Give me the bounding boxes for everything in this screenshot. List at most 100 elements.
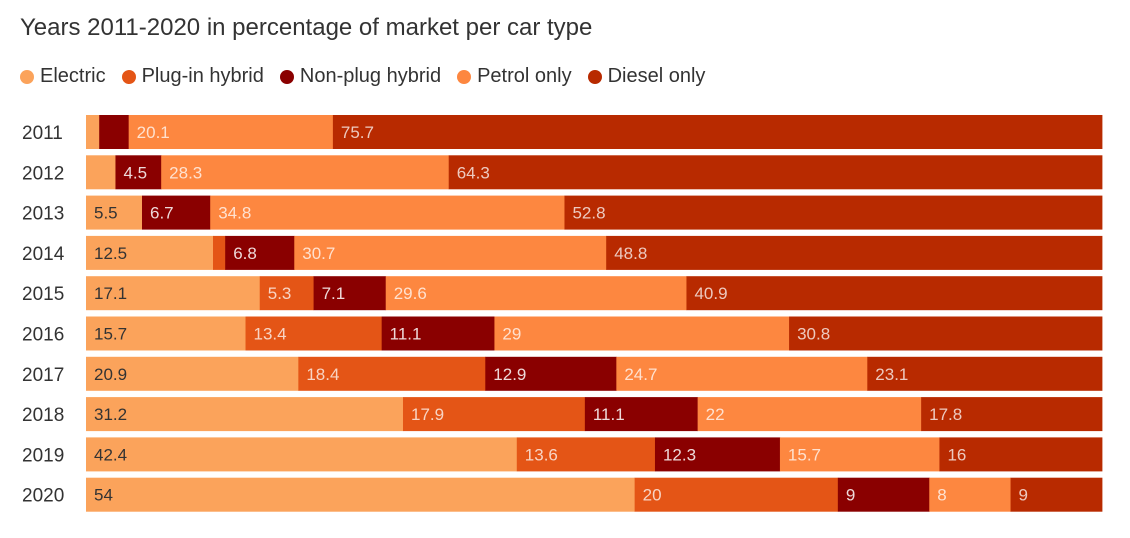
data-label-diesel: 40.9 [694,284,727,303]
data-label-diesel: 9 [1019,486,1028,505]
bar-row-2012: 2012 4.5 28.3 64.3 [22,155,1103,190]
year-label: 2015 [22,284,64,305]
legend-swatch-plugin [121,69,136,84]
data-label-nonplug: 11.1 [593,405,625,424]
bar-row-2018: 2018 31.2 17.9 11.1 22 17.8 [22,397,1103,432]
bar-segment-nonplug [115,155,162,190]
data-label-petrol: 30.7 [302,244,335,263]
legend-label-petrol: Petrol only [477,65,572,87]
data-label-electric: 31.2 [94,405,127,424]
bar-segment-petrol [161,155,450,190]
bar-segment-nonplug [485,356,617,391]
legend: Electric Plug-in hybrid Non-plug hybrid Pet… [20,65,705,88]
data-label-diesel: 75.7 [341,123,374,142]
legend-swatch-diesel [587,69,602,84]
bar-row-2020: 2020 54 20 9 8 9 [22,477,1103,512]
bar-row-2014: 2014 12.5 6.8 30.7 48.8 [22,235,1103,270]
bar-segment-plugin [213,235,226,270]
legend-item-petrol: Petrol only [457,65,572,88]
data-label-petrol: 34.8 [218,204,251,223]
bar-segment-nonplug [654,437,781,472]
data-label-petrol: 22 [706,405,725,424]
bar-segment-electric [86,195,143,230]
data-label-nonplug: 12.3 [663,445,696,464]
bar-row-2019: 2019 42.4 13.6 12.3 15.7 16 [22,437,1103,472]
data-label-electric: 5.5 [94,204,118,223]
data-label-diesel: 16 [947,445,966,464]
bar-segment-diesel [921,397,1103,432]
bar-segment-electric [86,397,404,432]
data-label-electric: 42.4 [94,445,127,464]
year-label: 2020 [22,486,64,507]
bar-segment-petrol [210,195,565,230]
data-label-petrol: 28.3 [169,163,202,182]
data-label-plugin: 18.4 [306,365,339,384]
data-label-nonplug: 4.5 [123,163,147,182]
bar-segment-electric [86,115,100,149]
data-label-nonplug: 11.1 [390,325,422,344]
bar-row-2017: 2017 20.9 18.4 12.9 24.7 23.1 [22,356,1103,391]
bar-segment-diesel [606,235,1103,270]
year-label: 2017 [22,365,64,386]
bar-segment-petrol [697,397,922,432]
data-label-electric: 54 [94,486,113,505]
bar-segment-nonplug [584,397,699,432]
bar-segment-plugin [245,316,383,351]
bar-row-2013: 2013 5.5 6.7 34.8 52.8 [22,195,1103,230]
bar-row-2016: 2016 15.7 13.4 11.1 29 30.8 [22,316,1103,351]
data-label-petrol: 8 [937,486,946,505]
data-label-diesel: 23.1 [875,365,908,384]
data-label-plugin: 13.4 [254,325,287,344]
data-label-electric: 15.7 [94,325,127,344]
bar-segment-electric [86,276,261,311]
year-label: 2016 [22,325,64,346]
data-label-petrol: 15.7 [788,445,821,464]
data-label-diesel: 48.8 [614,244,647,263]
data-label-electric: 17.1 [94,284,127,303]
bar-segment-diesel [686,276,1103,311]
bar-segment-petrol [128,115,334,149]
data-label-diesel: 52.8 [572,204,605,223]
bar-segment-nonplug [141,195,211,230]
bar-row-2015: 2015 17.1 5.3 7.1 29.6 40.9 [22,276,1103,311]
data-label-nonplug: 6.8 [233,244,257,263]
bar-segment-electric [86,356,299,391]
data-label-nonplug: 12.9 [493,365,526,384]
legend-label-nonplug: Non-plug hybrid [299,65,442,87]
data-label-plugin: 5.3 [268,284,292,303]
bar-segment-nonplug [381,316,495,351]
bar-segment-diesel [448,155,1103,190]
bar-segment-plugin [402,397,586,432]
bar-segment-diesel [1010,477,1103,512]
bar-segment-diesel [564,195,1103,230]
bar-segment-nonplug [313,276,387,311]
year-label: 2013 [22,204,64,225]
legend-label-electric: Electric [40,65,106,87]
bar-segment-plugin [516,437,656,472]
bar-segment-electric [86,155,116,190]
year-label: 2012 [22,163,64,184]
bar-segment-plugin [298,356,486,391]
data-label-petrol: 29.6 [394,284,427,303]
legend-item-diesel: Diesel only [587,65,706,88]
bar-segment-nonplug [837,477,930,512]
bar-segment-electric [86,235,214,270]
data-label-plugin: 17.9 [411,405,444,424]
bar-row-2011: 2011 20.1 75.7 [22,115,1103,149]
year-label: 2018 [22,405,64,426]
legend-label-diesel: Diesel only [607,65,706,87]
bar-segment-petrol [294,235,607,270]
bar-segment-diesel [939,437,1103,472]
legend-label-plugin: Plug-in hybrid [141,65,264,87]
data-label-petrol: 29 [502,325,521,344]
data-label-electric: 12.5 [94,244,127,263]
legend-item-electric: Electric [20,65,106,88]
bar-segment-diesel [332,115,1103,149]
legend-item-nonplug: Non-plug hybrid [279,65,442,88]
bar-segment-petrol [929,477,1011,512]
chart-title: Years 2011-2020 in percentage of market … [20,14,593,41]
data-label-diesel: 17.8 [929,405,962,424]
legend-swatch-petrol [457,69,472,84]
bar-segment-petrol [385,276,687,311]
